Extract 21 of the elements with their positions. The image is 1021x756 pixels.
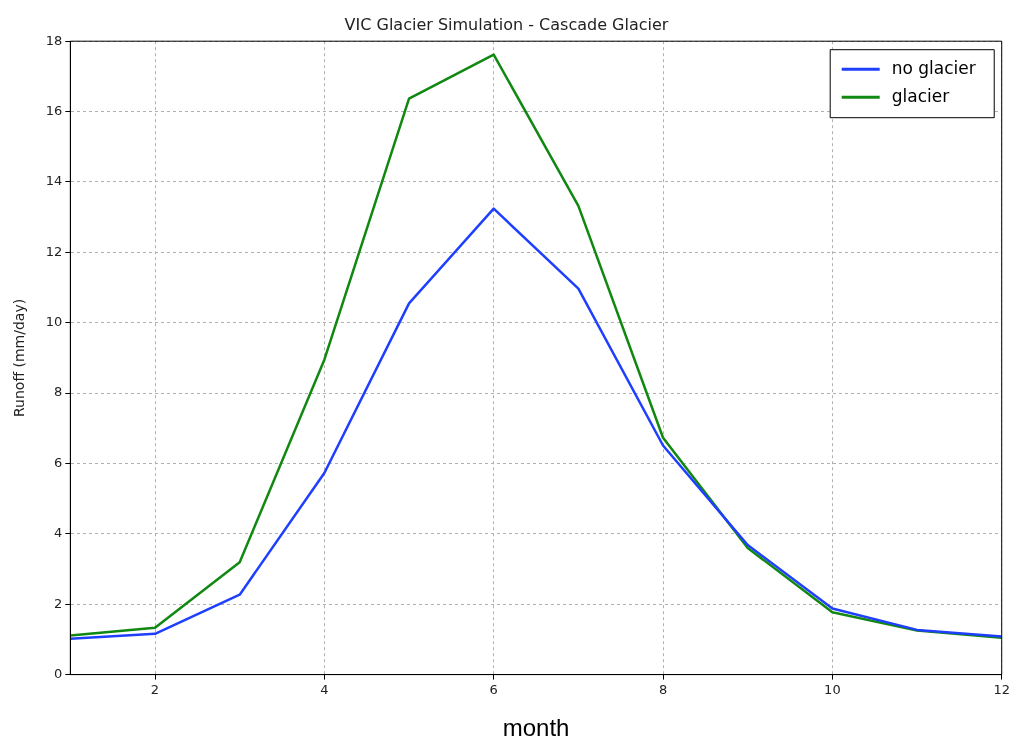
y-tick-label: 4 [54,525,63,541]
y-tick-label: 6 [54,454,63,470]
x-tick-label: 10 [824,681,841,697]
y-tick-label: 14 [45,173,63,189]
y-tick-label: 18 [45,32,63,48]
legend-label: no glacier [891,57,976,78]
x-tick-label: 8 [658,681,668,697]
y-tick-label: 16 [45,102,63,118]
y-tick-label: 2 [54,595,63,611]
y-tick-label: 8 [54,384,63,400]
x-tick-label: 6 [489,681,498,697]
x-axis-title: month [502,714,570,742]
y-tick-label: 10 [45,314,63,330]
y-tick-label: 0 [54,665,63,681]
x-tick-label: 4 [320,681,329,697]
y-tick-label: 12 [45,243,63,259]
x-tick-label: 12 [993,681,1010,697]
x-tick-label: 2 [150,681,160,697]
legend-label: glacier [891,85,950,106]
y-axis-title: Runoff (mm/day) [11,298,28,417]
chart-title: VIC Glacier Simulation - Cascade Glacier [344,14,669,34]
